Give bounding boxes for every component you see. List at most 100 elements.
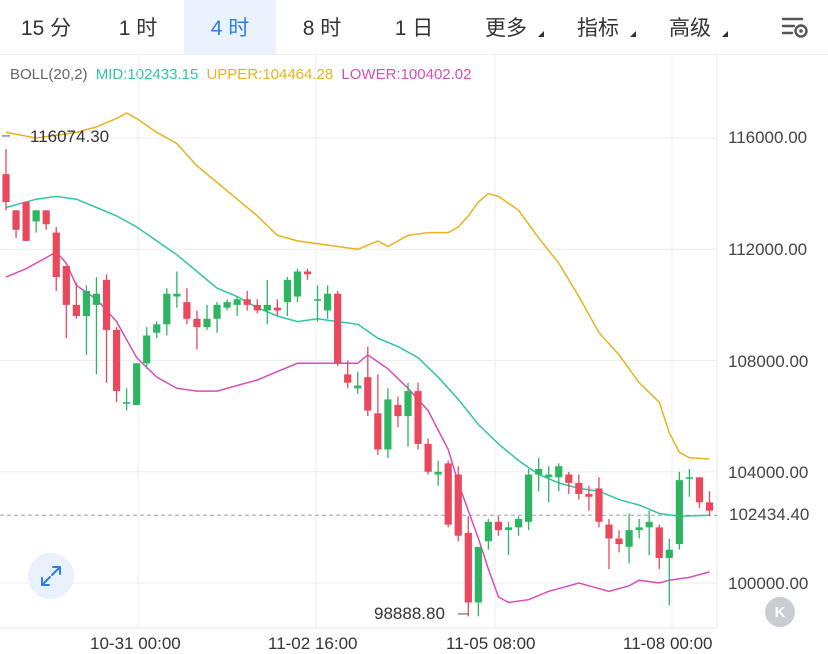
tab-label: 更多 [485,17,527,40]
tab-label: 15 分 [20,17,72,40]
boll-upper-value: UPPER:104464.28 [206,66,334,83]
candle-body [233,299,241,305]
candle-body [484,521,492,542]
y-tick-label: 116000.00 [728,128,808,147]
candle-body [313,299,322,301]
candle-body [695,477,704,503]
candle-body [92,293,101,305]
boll-mid-value: MID:102433.15 [95,66,199,83]
expand-arrows-icon [41,566,61,586]
candle-body [123,402,131,404]
tab-15m[interactable]: 15 分 [0,0,92,54]
candle-body [283,279,291,303]
dropdown-corner-icon [630,31,636,37]
boll-legend: BOLL(20,2) MID:102433.15 UPPER:104464.28… [10,66,475,83]
candle-body [615,538,623,545]
candle-body [72,304,80,316]
candle-body [494,521,503,531]
current-price-label: 102434.40 [722,502,828,528]
candle-body [12,210,20,230]
candle-body [32,210,40,222]
candle-body [344,374,352,383]
candle-body [384,399,392,450]
candle-body [525,474,533,522]
tab-4h[interactable]: 4 时 [184,0,276,54]
candle-body [273,307,281,311]
tab-label: 1 时 [118,17,158,40]
tab-label: 高级 [669,17,711,40]
tab-1h[interactable]: 1 时 [92,0,184,54]
candle-body [424,443,432,472]
boll-lower-line [5,251,710,604]
tab-label: 4 时 [210,17,250,40]
y-tick-label: 108000.00 [728,352,809,371]
tab-8h[interactable]: 8 时 [276,0,368,54]
candle-body [62,265,70,305]
candle-body [464,532,472,603]
dropdown-corner-icon [722,31,728,37]
candle-body [535,468,543,475]
tab-advanced[interactable]: 高级 [644,0,736,54]
candle-body [253,304,261,311]
k-line-toggle-button[interactable]: K [765,597,795,627]
candle-body [173,293,181,297]
candle-body [474,546,482,603]
candle-body [133,363,141,405]
x-tick-label: 11-08 00:00 [623,634,713,653]
candlestick-chart[interactable] [0,54,828,650]
candle-body [354,385,362,389]
candle-body [595,488,603,522]
candle-body [324,293,332,311]
expand-chart-button[interactable] [28,553,74,599]
high-price-annotation: 116074.30 [30,127,110,146]
candle-body [555,466,563,478]
candle-body [444,463,452,525]
tab-1d[interactable]: 1 日 [368,0,460,54]
candle-body [434,471,442,475]
candle-body [243,299,251,305]
candle-body [665,549,673,558]
candle-body [112,329,121,392]
candle-body [605,524,613,539]
candle-body [454,474,462,536]
y-tick-label: 100000.00 [728,574,809,593]
candle-body [394,405,402,417]
chart-settings-icon[interactable] [762,0,828,54]
candle-body [102,279,111,330]
candle-body [635,527,643,531]
tab-indicators[interactable]: 指标 [552,0,644,54]
candle-body [404,391,412,417]
candle-body [645,521,653,528]
y-tick-label: 112000.00 [728,240,808,259]
candle-body [364,377,372,411]
dropdown-corner-icon [538,31,544,37]
settings-glyph [781,17,808,38]
candle-body [545,474,553,478]
boll-lower-value: LOWER:100402.02 [341,66,472,83]
candle-body [183,302,191,319]
candle-body [153,324,161,333]
candle-body [504,527,513,531]
candle-body [82,290,90,316]
candle-body [414,391,422,444]
tab-label: 1 日 [394,17,434,40]
candle-body [22,201,30,241]
tab-label: 指标 [577,17,619,40]
tab-label: 8 时 [302,17,342,40]
candle-body [42,210,50,225]
candle-body [625,530,633,547]
candle-body [203,318,211,328]
candle-body [675,480,683,545]
candle-body [193,318,201,328]
candle-body [143,335,151,364]
boll-mid-line [5,195,710,518]
candle-body [374,413,382,450]
candle-body [2,174,10,202]
boll-upper-line [5,112,710,460]
candle-body [223,302,231,308]
tab-more[interactable]: 更多 [460,0,552,54]
x-tick-label: 10-31 00:00 [90,634,181,653]
current-price-value: 102434.40 [729,505,810,524]
timeframe-tab-bar: 15 分 1 时 4 时 8 时 1 日 更多 指标 高级 [0,0,828,55]
candle-body [655,527,663,558]
